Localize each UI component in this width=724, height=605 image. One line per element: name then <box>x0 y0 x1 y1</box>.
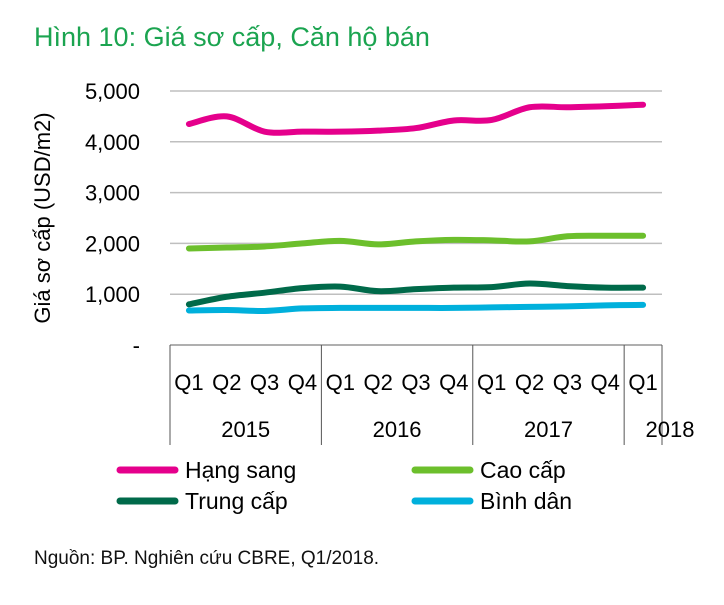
x-tick-label: Q1 <box>628 370 657 395</box>
x-tick-label: Q3 <box>250 370 279 395</box>
x-group-label: 2017 <box>524 417 573 442</box>
y-tick-label: 2,000 <box>85 231 140 256</box>
series-line <box>185 232 647 252</box>
x-group-label: 2016 <box>373 417 422 442</box>
chart-title: Hình 10: Giá sơ cấp, Căn hộ bán <box>34 22 430 52</box>
x-tick-label: Q3 <box>401 370 430 395</box>
legend-label: Cao cấp <box>480 457 566 483</box>
legend-label: Bình dân <box>480 488 572 514</box>
series-line <box>185 280 647 308</box>
x-tick-label: Q4 <box>439 370 468 395</box>
y-tick-label: 3,000 <box>85 181 140 206</box>
source-note: Nguồn: BP. Nghiên cứu CBRE, Q1/2018. <box>34 548 380 569</box>
legend-label: Trung cấp <box>185 488 288 514</box>
x-tick-label: Q2 <box>515 370 544 395</box>
x-group-label: 2018 <box>646 417 695 442</box>
y-tick-label: 4,000 <box>85 130 140 155</box>
y-axis-label: Giá sơ cấp (USD/m2) <box>30 112 55 323</box>
x-tick-label: Q1 <box>326 370 355 395</box>
x-tick-label: Q2 <box>363 370 392 395</box>
x-tick-label: Q1 <box>477 370 506 395</box>
series-line <box>185 301 647 314</box>
x-group-label: 2015 <box>221 417 270 442</box>
x-tick-label: Q3 <box>553 370 582 395</box>
x-tick-label: Q4 <box>288 370 317 395</box>
series-line <box>185 101 647 136</box>
legend-label: Hạng sang <box>185 457 296 483</box>
y-tick-label: 5,000 <box>85 79 140 104</box>
x-tick-label: Q2 <box>212 370 241 395</box>
x-tick-label: Q4 <box>591 370 620 395</box>
y-tick-label: - <box>133 333 140 358</box>
y-tick-label: 1,000 <box>85 282 140 307</box>
x-tick-label: Q1 <box>174 370 203 395</box>
